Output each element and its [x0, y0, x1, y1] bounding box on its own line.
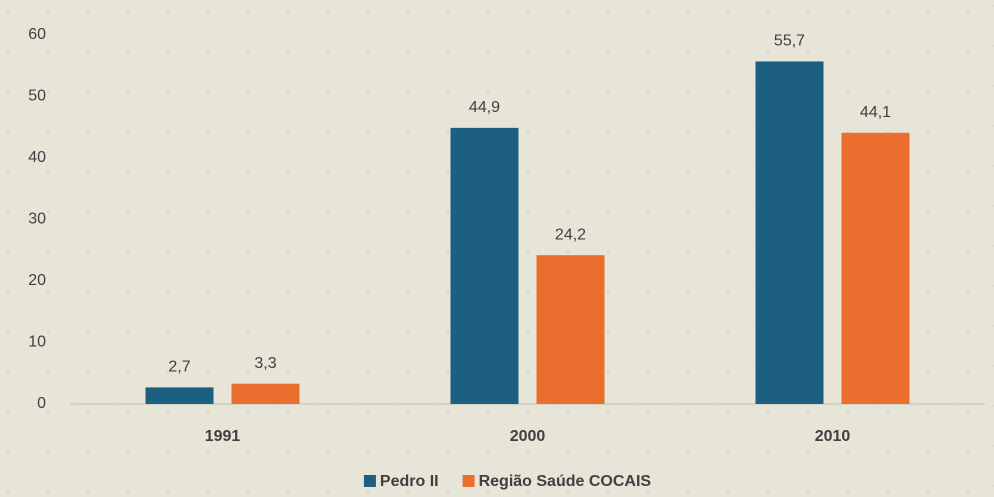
- value-label: 2,7: [168, 359, 190, 376]
- bar: [841, 132, 910, 404]
- value-label: 44,9: [469, 99, 500, 116]
- y-tick-label: 20: [28, 272, 46, 289]
- y-tick-label: 50: [28, 88, 46, 105]
- legend-label: Região Saúde COCAIS: [479, 473, 652, 490]
- y-tick-label: 60: [28, 26, 46, 43]
- x-tick-label: 1991: [205, 428, 241, 445]
- legend-swatch: [363, 475, 376, 487]
- value-label: 24,2: [555, 226, 586, 243]
- bar: [231, 383, 300, 404]
- value-label: 55,7: [774, 33, 805, 50]
- y-tick-label: 40: [28, 149, 46, 166]
- legend-label: Pedro II: [380, 473, 439, 490]
- x-tick-label: 2000: [510, 428, 546, 445]
- y-tick-label: 30: [28, 211, 46, 228]
- y-tick-label: 10: [28, 334, 46, 351]
- x-tick-label: 2010: [815, 428, 851, 445]
- value-label: 3,3: [254, 355, 276, 372]
- legend-swatch: [462, 475, 475, 487]
- bar: [755, 61, 824, 404]
- bar: [145, 387, 214, 404]
- y-tick-label: 0: [37, 395, 46, 412]
- bar: [450, 127, 519, 405]
- value-label: 44,1: [860, 104, 891, 121]
- bar: [536, 255, 605, 404]
